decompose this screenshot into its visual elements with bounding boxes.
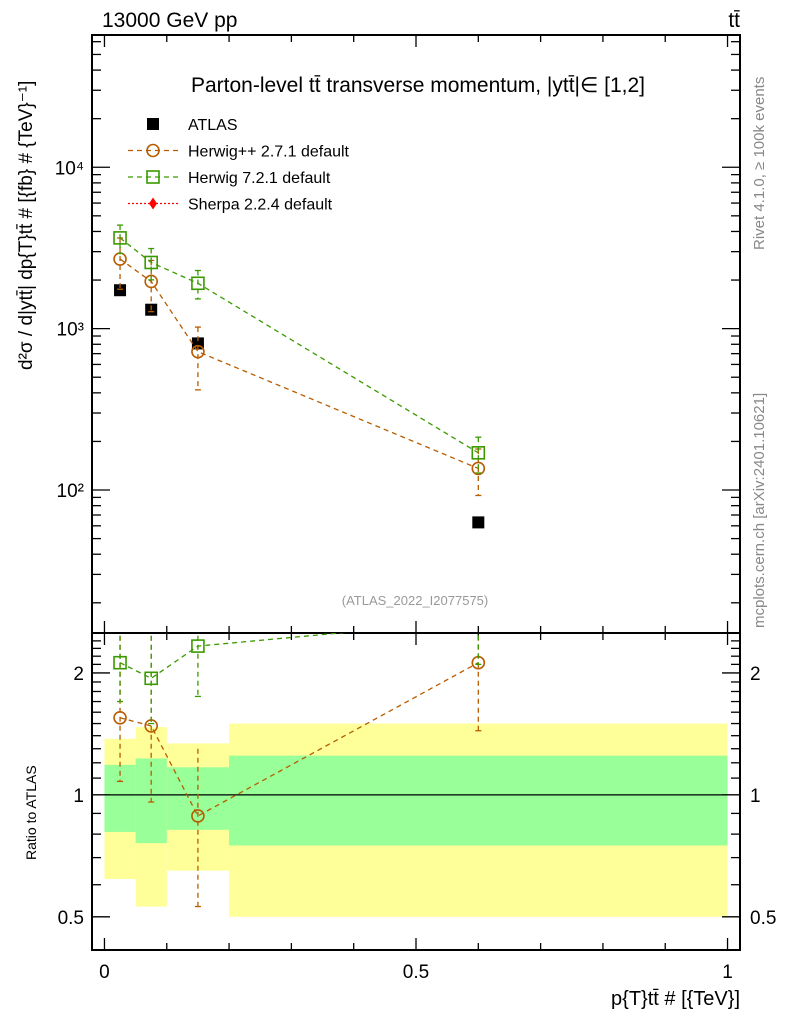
mcplots-label: mcplots.cern.ch [arXiv:2401.10621] (751, 393, 768, 628)
legend-label: ATLAS (188, 117, 238, 134)
data-point (144, 274, 158, 289)
y-tick-label: 10³ (57, 320, 84, 341)
legend-label: Herwig 7.2.1 default (188, 170, 331, 187)
series-line (119, 258, 479, 470)
y-tick-label: 10² (57, 481, 84, 502)
main-series (113, 224, 486, 529)
rivet-label: Rivet 4.1.0, ≥ 100k events (751, 77, 768, 250)
ratio-y-label: Ratio to ATLAS (23, 765, 39, 860)
series-line (119, 237, 479, 454)
x-tick-label: 1 (722, 962, 733, 983)
ratio-point (144, 671, 158, 686)
x-tick-label: 0.5 (403, 962, 429, 983)
chart-title: Parton-level tt̄ transverse momentum, |y… (191, 74, 645, 97)
data-point (191, 344, 205, 359)
data-point (114, 284, 127, 297)
x-tick-label: 0 (99, 962, 110, 983)
legend-marker (149, 197, 157, 210)
legend-marker (147, 118, 159, 130)
data-point (471, 446, 486, 460)
band-green (104, 764, 136, 832)
legend-marker (146, 143, 160, 158)
data-point (113, 231, 127, 245)
ratio-y-tick-label: 1 (73, 786, 84, 807)
y-axis-label: d²σ / d|ytt̄| dp{T}tt̄ # [{fb} # {TeV}⁻¹… (16, 81, 37, 370)
ratio-y-tick-label: 0.5 (58, 908, 84, 929)
legend-marker (146, 170, 160, 184)
ratio-line (119, 662, 479, 817)
data-point (471, 461, 486, 476)
y-tick-label: 10⁴ (55, 158, 84, 179)
header-left: 13000 GeV pp (102, 9, 237, 32)
ratio-point (191, 809, 205, 823)
legend-label: Herwig++ 2.7.1 default (188, 144, 350, 161)
legend-label: Sherpa 2.2.4 default (188, 197, 333, 214)
ratio-series (113, 614, 486, 908)
watermark: (ATLAS_2022_I2077575) (342, 593, 488, 608)
x-axis-label: p{T}tt̄ # [{TeV}] (611, 988, 740, 1010)
header-right: tt̄ (728, 9, 740, 32)
ratio-point (113, 655, 127, 670)
data-point (144, 255, 158, 270)
ratio-y-tick-label-right: 2 (750, 664, 761, 685)
ratio-y-tick-label-right: 1 (750, 786, 761, 807)
ratio-y-tick-label-right: 0.5 (750, 908, 776, 929)
data-point (191, 276, 205, 291)
ratio-y-tick-label: 2 (73, 664, 84, 685)
band-green (229, 755, 728, 846)
ratio-line (119, 633, 347, 680)
data-point (472, 516, 485, 529)
ratio-point (113, 710, 127, 725)
ratio-point (191, 639, 205, 653)
ratio-point (472, 614, 484, 626)
